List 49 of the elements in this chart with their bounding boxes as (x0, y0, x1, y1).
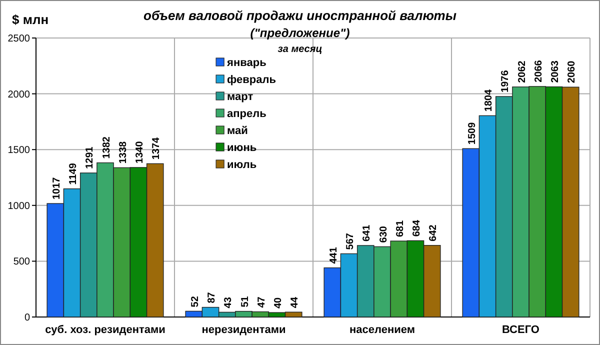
data-label: 1149 (68, 162, 80, 185)
data-label: 630 (378, 226, 390, 243)
data-label: 1340 (134, 140, 146, 164)
data-label: 44 (290, 296, 301, 308)
annotation: за месяц (278, 44, 322, 55)
y-tick-label: 1000 (8, 200, 30, 212)
legend-label: январь (227, 57, 267, 69)
data-label: 87 (206, 292, 218, 304)
data-label: 681 (394, 220, 406, 237)
x-tick-label: нерезидентами (202, 324, 286, 336)
data-label: 642 (428, 224, 440, 242)
x-tick-label: населением (350, 324, 415, 336)
data-label: 2062 (516, 60, 528, 83)
data-label: 47 (256, 296, 268, 308)
legend-label: март (227, 91, 254, 103)
data-label: 567 (345, 232, 356, 250)
data-label: 1804 (484, 88, 495, 112)
data-label: 684 (411, 220, 422, 237)
legend-label: апрель (227, 108, 267, 120)
data-label: 52 (190, 296, 201, 308)
x-tick-label: суб. хоз. резидентами (45, 324, 166, 336)
y-tick-label: 2500 (8, 34, 30, 44)
y-tick-label: 1500 (8, 145, 30, 156)
data-label: 40 (272, 296, 284, 309)
data-label: 43 (223, 296, 234, 308)
data-label: 441 (328, 246, 340, 264)
chart-title: объем валовой продажи иностранной валюты (144, 8, 456, 23)
y-tick-label: 500 (13, 256, 30, 268)
legend-label: февраль (227, 74, 276, 86)
data-label: 641 (362, 224, 373, 242)
data-label: 2060 (566, 60, 578, 84)
y-axis-title: $ млн (12, 12, 49, 27)
data-label: 2066 (533, 60, 544, 82)
data-label: 1338 (118, 140, 129, 164)
data-label: 1017 (51, 176, 62, 200)
data-label: 1374 (151, 136, 162, 160)
y-tick-label: 2000 (8, 89, 30, 100)
data-label: 1976 (500, 70, 512, 92)
legend-label: июнь (227, 142, 257, 154)
data-label: 1509 (466, 122, 478, 145)
legend-label: май (227, 125, 248, 137)
data-label: 2063 (550, 60, 561, 83)
legend-label: июль (227, 159, 257, 171)
data-label: 1291 (84, 146, 96, 169)
data-label: 51 (240, 296, 251, 308)
x-tick-label: ВСЕГО (502, 324, 540, 336)
data-label: 1382 (101, 136, 112, 159)
chart-subtitle: ("предложение") (250, 26, 350, 40)
y-tick-label: 0 (24, 312, 30, 324)
